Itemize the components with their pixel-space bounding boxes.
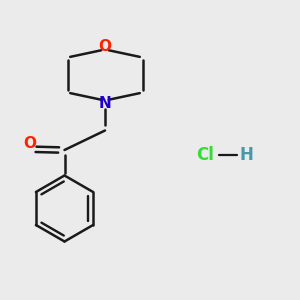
Text: H: H xyxy=(239,146,253,164)
Text: O: O xyxy=(23,136,37,152)
Text: N: N xyxy=(99,96,111,111)
Text: Cl: Cl xyxy=(196,146,214,164)
Text: O: O xyxy=(98,39,112,54)
